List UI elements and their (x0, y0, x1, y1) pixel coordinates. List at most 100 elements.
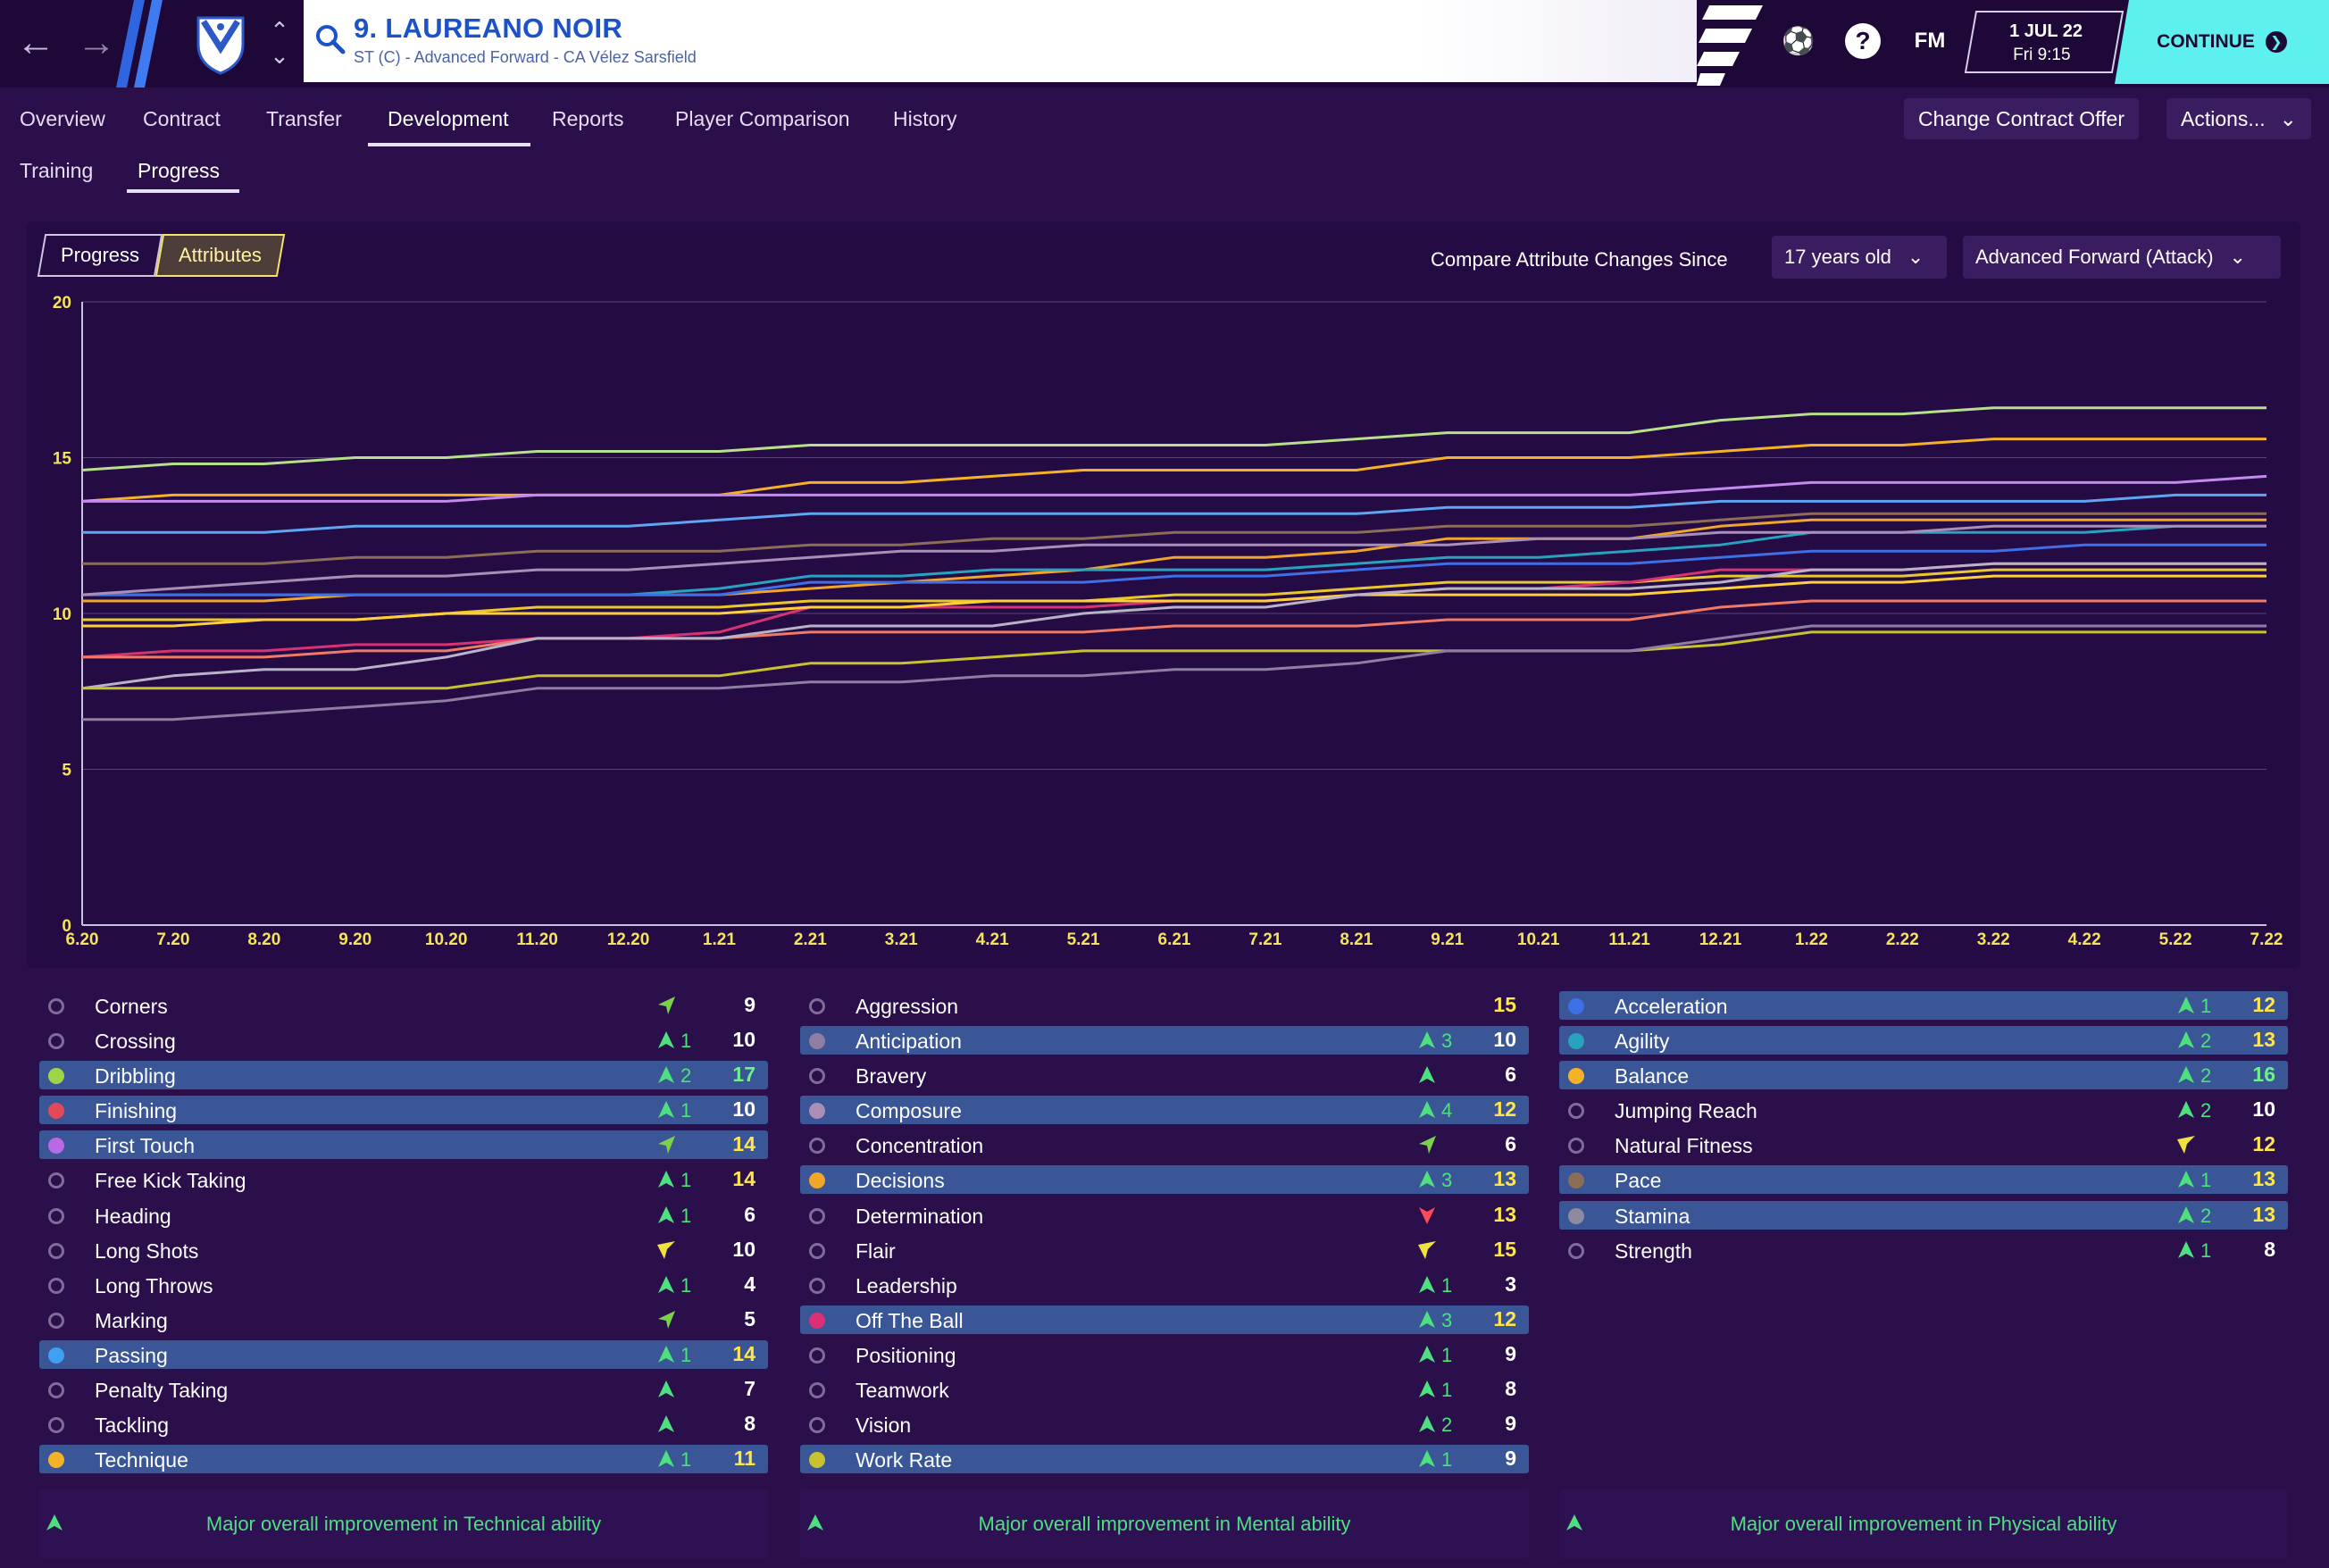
attribute-row[interactable]: Decisions 3 13 (800, 1163, 1529, 1198)
graph-toggle-dot[interactable] (48, 1242, 64, 1259)
attribute-row[interactable]: Balance 2 16 (1559, 1059, 2288, 1094)
help-icon[interactable]: ? (1845, 23, 1881, 59)
graph-toggle-dot[interactable] (809, 1033, 825, 1050)
graph-toggle-dot[interactable] (48, 998, 64, 1014)
continue-button[interactable]: CONTINUE ❯ (2115, 0, 2329, 84)
attribute-row[interactable]: Crossing 1 10 (39, 1024, 768, 1059)
fm-menu-button[interactable]: FM (1914, 29, 1946, 53)
attribute-row[interactable]: Vision 2 9 (800, 1408, 1529, 1443)
subtab-progress[interactable]: Progress (138, 159, 221, 182)
club-crest-icon[interactable] (193, 13, 248, 75)
graph-toggle-dot[interactable] (809, 1277, 825, 1294)
graph-toggle-dot[interactable] (809, 1138, 825, 1155)
graph-toggle-dot[interactable] (48, 1382, 64, 1399)
graph-toggle-dot[interactable] (48, 1033, 64, 1050)
tab-player-comparison[interactable]: Player Comparison (675, 107, 850, 130)
attribute-row[interactable]: Acceleration 1 12 (1559, 989, 2288, 1024)
tab-history[interactable]: History (893, 107, 957, 130)
graph-toggle-dot[interactable] (1568, 1138, 1584, 1155)
graph-toggle-dot[interactable] (48, 1103, 64, 1120)
graph-toggle-dot[interactable] (48, 1207, 64, 1224)
role-dropdown[interactable]: Advanced Forward (Attack) ⌄ (1963, 236, 2281, 279)
attribute-row[interactable]: Finishing 1 10 (39, 1094, 768, 1129)
graph-toggle-dot[interactable] (809, 1172, 825, 1189)
graph-toggle-dot[interactable] (809, 1103, 825, 1120)
attribute-change: 1 (2200, 1239, 2212, 1262)
graph-toggle-dot[interactable] (809, 998, 825, 1014)
graph-toggle-dot[interactable] (1568, 1033, 1584, 1050)
football-icon[interactable]: ⚽ (1782, 26, 1816, 56)
graph-toggle-dot[interactable] (809, 1207, 825, 1224)
graph-toggle-dot[interactable] (1568, 1242, 1584, 1259)
attribute-row[interactable]: Marking 5 (39, 1304, 768, 1339)
attribute-row[interactable]: Heading 1 6 (39, 1199, 768, 1234)
graph-toggle-dot[interactable] (1568, 1172, 1584, 1189)
change-contract-offer-button[interactable]: Change Contract Offer (1904, 98, 2139, 139)
attribute-row[interactable]: Determination 13 (800, 1199, 1529, 1234)
graph-toggle-dot[interactable] (48, 1452, 64, 1469)
attribute-row[interactable]: Work Rate 1 9 (800, 1443, 1529, 1478)
attribute-row[interactable]: Natural Fitness 12 (1559, 1129, 2288, 1163)
graph-toggle-dot[interactable] (809, 1312, 825, 1329)
attribute-row[interactable]: Bravery 6 (800, 1059, 1529, 1094)
graph-toggle-dot[interactable] (809, 1347, 825, 1364)
attribute-row[interactable]: Tackling 8 (39, 1408, 768, 1443)
attribute-row[interactable]: Off The Ball 3 12 (800, 1304, 1529, 1339)
attribute-row[interactable]: Technique 1 11 (39, 1443, 768, 1478)
graph-toggle-dot[interactable] (1568, 1068, 1584, 1085)
graph-toggle-dot[interactable] (1568, 1207, 1584, 1224)
tab-overview[interactable]: Overview (20, 107, 105, 130)
player-switch-arrows[interactable]: ⌃ ⌄ (270, 17, 289, 69)
graph-toggle-dot[interactable] (48, 1312, 64, 1329)
player-position-club[interactable]: ST (C) - Advanced Forward - CA Vélez Sar… (354, 48, 697, 66)
attribute-row[interactable]: Long Shots 10 (39, 1234, 768, 1269)
attribute-row[interactable]: Free Kick Taking 1 14 (39, 1163, 768, 1198)
actions-dropdown[interactable]: Actions... ⌄ (2166, 98, 2311, 139)
attribute-row[interactable]: Penalty Taking 7 (39, 1373, 768, 1408)
since-dropdown[interactable]: 17 years old ⌄ (1772, 236, 1947, 279)
back-arrow-icon[interactable]: ← (16, 21, 55, 64)
attribute-row[interactable]: Pace 1 13 (1559, 1163, 2288, 1198)
graph-toggle-dot[interactable] (809, 1068, 825, 1085)
attribute-row[interactable]: Agility 2 13 (1559, 1024, 2288, 1059)
attribute-row[interactable]: Dribbling 2 17 (39, 1059, 768, 1094)
graph-toggle-dot[interactable] (48, 1417, 64, 1434)
attribute-row[interactable]: Corners 9 (39, 989, 768, 1024)
tab-development[interactable]: Development (388, 107, 509, 130)
attribute-name: Free Kick Taking (95, 1169, 246, 1193)
graph-toggle-dot[interactable] (809, 1417, 825, 1434)
attribute-row[interactable]: Anticipation 3 10 (800, 1024, 1529, 1059)
graph-toggle-dot[interactable] (809, 1452, 825, 1469)
graph-toggle-dot[interactable] (48, 1138, 64, 1155)
subtab-training[interactable]: Training (20, 159, 94, 182)
search-icon[interactable] (313, 21, 348, 57)
attribute-row[interactable]: Composure 4 12 (800, 1094, 1529, 1129)
attribute-row[interactable]: Long Throws 1 4 (39, 1269, 768, 1304)
progress-toggle-button[interactable]: Progress (37, 234, 163, 277)
attribute-row[interactable]: Leadership 1 3 (800, 1269, 1529, 1304)
attribute-row[interactable]: Teamwork 1 8 (800, 1373, 1529, 1408)
attribute-row[interactable]: Flair 15 (800, 1234, 1529, 1269)
attribute-row[interactable]: Positioning 1 9 (800, 1339, 1529, 1373)
attribute-row[interactable]: Passing 1 14 (39, 1339, 768, 1373)
graph-toggle-dot[interactable] (1568, 1103, 1584, 1120)
tab-transfer[interactable]: Transfer (266, 107, 342, 130)
forward-arrow-icon[interactable]: → (77, 21, 116, 64)
graph-toggle-dot[interactable] (1568, 998, 1584, 1014)
attributes-toggle-button[interactable]: Attributes (154, 234, 286, 277)
attribute-row[interactable]: Aggression 15 (800, 989, 1529, 1024)
graph-toggle-dot[interactable] (48, 1277, 64, 1294)
graph-toggle-dot[interactable] (48, 1347, 64, 1364)
attribute-row[interactable]: Jumping Reach 2 10 (1559, 1094, 2288, 1129)
tab-reports[interactable]: Reports (552, 107, 624, 130)
tab-contract[interactable]: Contract (143, 107, 221, 130)
graph-toggle-dot[interactable] (809, 1382, 825, 1399)
graph-toggle-dot[interactable] (48, 1172, 64, 1189)
graph-toggle-dot[interactable] (48, 1068, 64, 1085)
attribute-row[interactable]: First Touch 14 (39, 1129, 768, 1163)
game-date[interactable]: 1 JUL 22 Fri 9:15 (1964, 11, 2124, 73)
attribute-row[interactable]: Strength 1 8 (1559, 1234, 2288, 1269)
graph-toggle-dot[interactable] (809, 1242, 825, 1259)
attribute-row[interactable]: Concentration 6 (800, 1129, 1529, 1163)
attribute-row[interactable]: Stamina 2 13 (1559, 1199, 2288, 1234)
